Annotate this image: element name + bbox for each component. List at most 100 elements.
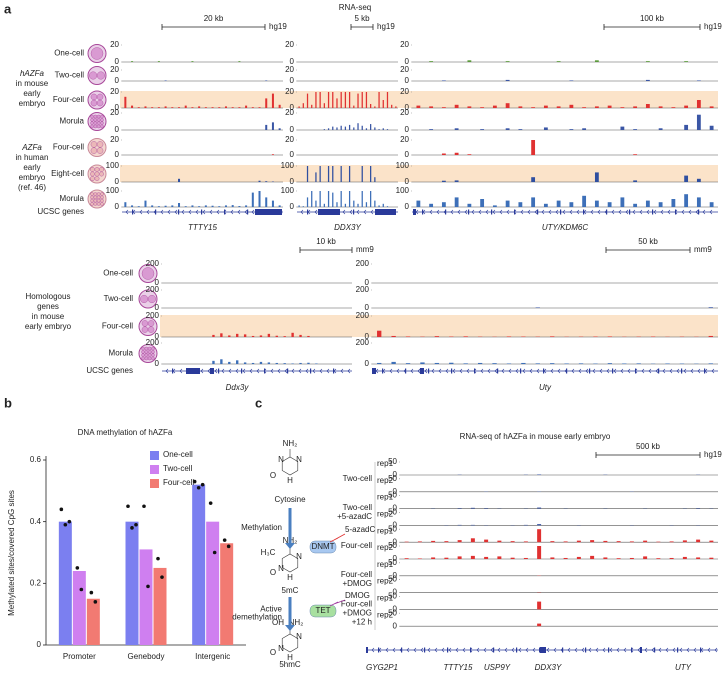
- signal-bar: [365, 92, 368, 108]
- gene-strand: [298, 368, 302, 374]
- signal-bar: [444, 541, 449, 543]
- assembly-label: mm9: [356, 245, 374, 254]
- replicate-dot: [79, 587, 84, 592]
- replicate-dot: [160, 575, 164, 579]
- signal-bar: [696, 539, 701, 543]
- gene-strand: [146, 209, 150, 215]
- gene-strand: [662, 368, 666, 374]
- signal-bar: [523, 557, 528, 559]
- embryo-icon: [87, 90, 107, 110]
- embryo-cell: [144, 356, 149, 361]
- signal-bar: [404, 558, 409, 559]
- y-tick-label: 0: [365, 278, 370, 287]
- signal-bar: [492, 105, 497, 108]
- gene-strand: [679, 647, 683, 653]
- y-tick-label: 0: [365, 359, 370, 368]
- gene-exon: [428, 368, 430, 374]
- gene-strand: [230, 209, 234, 215]
- y-tick-label: 0: [115, 57, 120, 66]
- embryo-cell: [90, 93, 98, 101]
- signal-bar: [340, 125, 342, 130]
- gene-strand: [455, 647, 459, 653]
- gene-strand: [200, 368, 204, 374]
- signal-bar: [198, 206, 201, 207]
- signal-bar: [218, 107, 221, 108]
- gene-strand: [578, 368, 582, 374]
- legend-label: Four-cell: [163, 478, 194, 487]
- y-tick-label: 0: [290, 150, 295, 159]
- signal-bar: [211, 205, 214, 207]
- embryo-cell: [96, 198, 101, 203]
- chart-title: RNA-seq of hAZFa in mouse early embryo: [460, 432, 611, 441]
- x-tick-label: Genebody: [128, 652, 165, 661]
- y-tick-label: 0: [405, 125, 410, 134]
- signal-bar: [518, 106, 523, 108]
- gene-strand: [541, 209, 545, 215]
- replicate-dot: [196, 485, 201, 490]
- gene-exon: [405, 368, 407, 374]
- gene-strand: [471, 209, 475, 215]
- ring: [281, 553, 299, 573]
- signal-bar: [594, 200, 599, 207]
- legend-swatch: [150, 451, 159, 460]
- enzyme-label: TET: [315, 606, 330, 615]
- gene-strand: [478, 209, 482, 215]
- row-label: Four-cell: [102, 322, 133, 331]
- row-label: Morula: [109, 349, 134, 358]
- assembly-label: hg19: [377, 22, 395, 31]
- signal-bar: [265, 124, 268, 130]
- bar: [58, 521, 72, 645]
- signal-bar: [236, 333, 239, 337]
- signal-bar: [378, 92, 380, 108]
- replicate-dot: [208, 501, 213, 505]
- gene-strand: [417, 368, 421, 374]
- embryo-icon: [87, 112, 107, 131]
- gene-strand: [697, 368, 701, 374]
- signal-bar: [306, 197, 309, 207]
- signal-bar: [616, 541, 621, 543]
- y-tick-label: 20: [400, 135, 409, 144]
- gene-strand: [342, 209, 346, 215]
- signal-bar: [582, 128, 587, 130]
- gene-exon: [474, 368, 476, 374]
- signal-bar: [344, 126, 347, 130]
- signal-bar: [204, 107, 207, 108]
- gene-strand: [249, 368, 253, 374]
- legend-label: One-cell: [163, 450, 193, 459]
- signal-bar: [603, 540, 608, 543]
- signal-bar: [265, 197, 268, 207]
- embryo-cell: [96, 71, 105, 80]
- signal-bar: [434, 336, 440, 337]
- atom-label: N: [278, 564, 284, 573]
- row-label: Four-cell: [53, 143, 84, 152]
- signal-bar: [457, 540, 462, 543]
- y-tick-label: 50: [388, 575, 397, 584]
- gene-strand: [466, 368, 470, 374]
- signal-bar: [629, 541, 634, 543]
- gene-exon: [186, 368, 200, 374]
- gene-strand: [590, 209, 594, 215]
- gene-exon: [382, 368, 384, 374]
- signal-bar: [137, 206, 140, 207]
- signal-bar: [492, 363, 497, 364]
- signal-bar: [258, 107, 261, 108]
- embryo-cell: [147, 350, 152, 354]
- gene-exon: [330, 209, 332, 215]
- replicate-dot: [226, 544, 231, 549]
- signal-bar: [231, 107, 234, 108]
- signal-bar: [231, 205, 234, 207]
- y-tick-label: 200: [356, 259, 370, 268]
- signal-bar: [131, 105, 134, 108]
- y-tick-label: 100: [106, 186, 120, 195]
- signal-bar: [564, 363, 569, 364]
- gene-strand: [646, 209, 650, 215]
- signal-bar: [370, 124, 372, 130]
- gene-exon: [310, 368, 312, 374]
- embryo-cell: [141, 267, 155, 280]
- gene-strand: [392, 647, 396, 653]
- signal-bar: [636, 363, 641, 364]
- embryo-cell: [96, 192, 101, 196]
- signal-bar: [275, 335, 278, 337]
- gene-strand: [312, 368, 316, 374]
